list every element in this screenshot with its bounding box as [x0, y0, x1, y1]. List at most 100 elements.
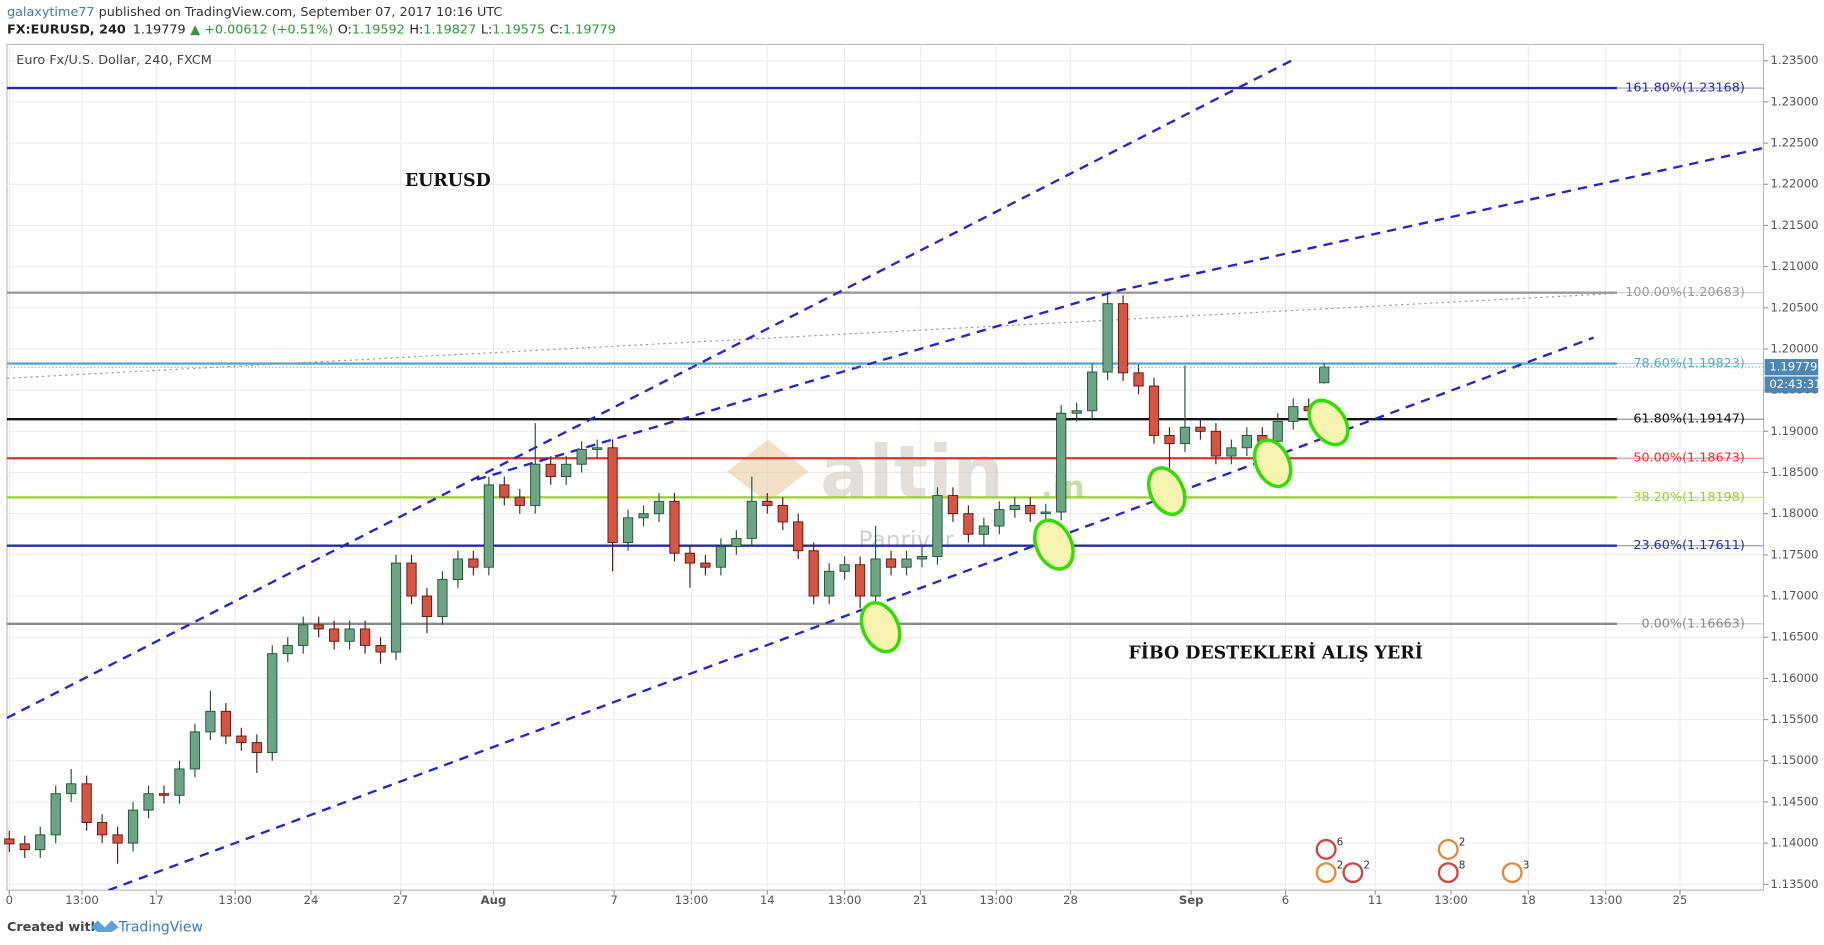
candle-body: [932, 495, 943, 557]
x-tick-label: 13:00: [218, 893, 252, 907]
y-tick-label: 1.22500: [1770, 136, 1818, 150]
candle-body: [870, 558, 881, 597]
ohlc-value: 1.19779: [563, 22, 616, 37]
event-icons: 6 2 2 2 8 3: [1315, 836, 1529, 884]
annotation: FİBO DESTEKLERİ ALIŞ YERİ: [1128, 642, 1423, 663]
ohlc-value: 1.19827: [423, 22, 476, 37]
event-icon: [1342, 862, 1364, 884]
y-tick-label: 1.17500: [1770, 547, 1818, 561]
candle-body: [4, 838, 15, 845]
candle-body: [1195, 426, 1206, 432]
change: ▲ +0.00612 (+0.51%): [190, 22, 333, 37]
support-ellipse: [1252, 438, 1293, 489]
header-line-2: FX:EURUSD, 240 1.19779 ▲ +0.00612 (+0.51%)…: [7, 22, 616, 37]
candle-body: [793, 521, 804, 552]
ohlc-label: L:: [481, 22, 492, 37]
x-tick-label: 25: [1673, 893, 1688, 907]
candle-body: [947, 495, 959, 515]
annotation: EURUSD: [405, 171, 491, 191]
candle-body: [344, 628, 355, 642]
event-count: 8: [1459, 860, 1466, 872]
candle-body: [236, 735, 247, 744]
candle-body: [514, 496, 525, 506]
x-tick-label: 27: [393, 893, 408, 907]
y-tick-label: 1.23500: [1770, 53, 1818, 67]
candle-body: [19, 843, 30, 851]
y-tick-label: 1.15500: [1770, 712, 1818, 726]
y-tick-label: 1.14500: [1770, 794, 1818, 808]
support-ellipse: [1146, 466, 1187, 517]
candle-body: [684, 552, 696, 564]
candle-body: [375, 644, 386, 653]
y-tick-label: 1.18500: [1770, 465, 1818, 479]
candle-body: [746, 500, 757, 539]
fib-label: 78.60%(1.19823): [1633, 356, 1745, 371]
fib-label: 61.80%(1.19147): [1633, 412, 1745, 427]
candle-body: [251, 742, 262, 753]
event-count: 6: [1337, 836, 1344, 848]
candle-body: [700, 562, 711, 568]
footer-brand[interactable]: TradingView: [118, 919, 203, 935]
candle-body: [468, 558, 479, 568]
x-tick-label: 14: [760, 893, 775, 907]
author-link[interactable]: galaxytime77: [7, 4, 95, 19]
candle-body: [1025, 504, 1036, 515]
fib-label: 23.60%(1.17611): [1633, 538, 1745, 553]
candle-body: [1319, 366, 1330, 384]
fib-label: 38.20%(1.18198): [1633, 490, 1745, 505]
candle-body: [607, 447, 618, 543]
candle-body: [978, 525, 989, 535]
candle-body: [963, 513, 974, 535]
x-tick-label: 13:00: [979, 893, 1013, 907]
ohlc-label: O:: [338, 22, 352, 37]
candle-body: [824, 570, 835, 597]
candle-body: [530, 463, 541, 506]
dotted-trend-line: [6, 292, 1617, 379]
y-tick-label: 1.16000: [1770, 671, 1818, 685]
last-price-box: [1764, 359, 1819, 376]
y-tick-label: 1.18000: [1770, 506, 1818, 520]
candle-body: [437, 579, 448, 618]
event-count: 2: [1337, 860, 1344, 872]
candle-body: [483, 484, 494, 568]
brand-logo: [90, 920, 119, 932]
candle-body: [174, 768, 185, 796]
fib-label: 50.00%(1.18673): [1633, 451, 1745, 466]
candle-body: [158, 793, 170, 796]
x-tick-label: 13:00: [828, 893, 862, 907]
event-icon: [1501, 862, 1523, 884]
x-tick-label: 6: [1282, 893, 1289, 907]
candle-body: [994, 509, 1005, 527]
y-tick-label: 1.21000: [1770, 259, 1818, 273]
x-tick-label: 17: [149, 893, 164, 907]
candle-body: [545, 463, 556, 478]
y-tick-label: 1.20500: [1770, 300, 1818, 314]
fib-label: 161.80%(1.23168): [1625, 81, 1745, 96]
candle-body: [1179, 426, 1191, 445]
candle-body: [1226, 447, 1237, 457]
candle-body: [808, 550, 819, 597]
trend-line: [6, 59, 1292, 719]
candle-body: [1102, 303, 1113, 373]
support-ellipse: [1307, 398, 1350, 447]
candle-body: [638, 513, 649, 519]
candle-body: [622, 517, 634, 543]
x-tick-label: 18: [1521, 893, 1536, 907]
x-tick-label: 21: [913, 893, 928, 907]
x-tick-label: 7: [610, 893, 617, 907]
candle-body: [390, 562, 402, 653]
candle-body: [561, 463, 572, 478]
candle-body: [731, 537, 742, 548]
y-tick-label: 1.23000: [1770, 94, 1818, 108]
x-tick-label: 13:00: [1434, 893, 1468, 907]
candle-body: [66, 783, 77, 795]
candle-body: [127, 809, 139, 844]
candle-body: [777, 504, 788, 523]
support-ellipse: [859, 601, 902, 654]
x-tick-label: 13:00: [675, 893, 709, 907]
candle-body: [143, 793, 154, 811]
candle-body: [1272, 420, 1283, 442]
candle-body: [916, 556, 928, 560]
candle-body: [1056, 412, 1067, 513]
chart-title: Euro Fx/U.S. Dollar, 240, FXCM: [16, 53, 212, 68]
